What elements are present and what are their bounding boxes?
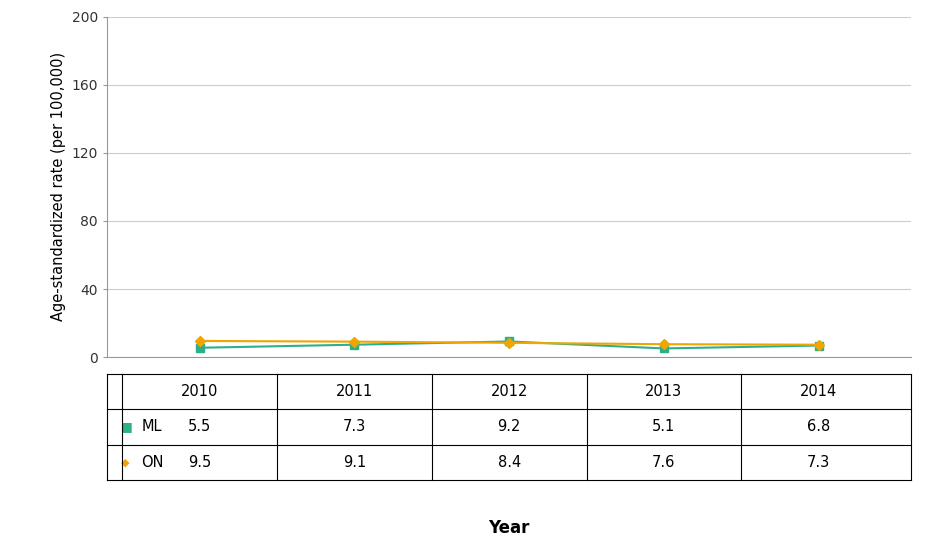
Text: 7.6: 7.6 [652, 455, 675, 470]
Text: ◆: ◆ [121, 457, 129, 467]
Text: 2010: 2010 [181, 384, 219, 399]
Text: 2013: 2013 [645, 384, 683, 399]
Text: 9.2: 9.2 [498, 420, 521, 434]
Text: Year: Year [488, 519, 530, 537]
Text: ■: ■ [121, 420, 133, 434]
Text: 7.3: 7.3 [807, 455, 830, 470]
Text: 2012: 2012 [490, 384, 528, 399]
Text: 7.3: 7.3 [343, 420, 366, 434]
Text: 6.8: 6.8 [807, 420, 830, 434]
Text: 2014: 2014 [800, 384, 837, 399]
Text: 5.5: 5.5 [188, 420, 211, 434]
Text: ML: ML [141, 420, 162, 434]
Text: 8.4: 8.4 [498, 455, 521, 470]
Text: 5.1: 5.1 [652, 420, 675, 434]
Text: ON: ON [141, 455, 164, 470]
Y-axis label: Age-standardized rate (per 100,000): Age-standardized rate (per 100,000) [51, 52, 66, 321]
Text: 9.5: 9.5 [188, 455, 211, 470]
Text: 2011: 2011 [336, 384, 373, 399]
Text: 9.1: 9.1 [343, 455, 366, 470]
